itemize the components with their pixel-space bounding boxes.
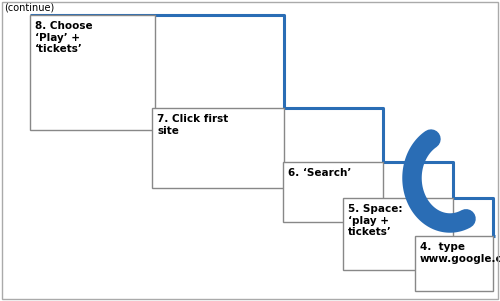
Bar (30, 15, 155, 130)
Bar (415, 236, 493, 291)
Text: 8. Choose
‘Play’ +
‘tickets’: 8. Choose ‘Play’ + ‘tickets’ (35, 21, 92, 54)
Bar (152, 108, 284, 188)
Bar (343, 198, 453, 270)
Bar (283, 162, 383, 222)
Text: 7. Click first
site: 7. Click first site (157, 114, 228, 135)
Text: 6. ‘Search’: 6. ‘Search’ (288, 168, 351, 178)
Text: (continue): (continue) (4, 3, 54, 13)
Text: 5. Space:
‘play +
tickets’: 5. Space: ‘play + tickets’ (348, 204, 403, 237)
Text: 4.  type
www.google.com: 4. type www.google.com (420, 242, 500, 264)
